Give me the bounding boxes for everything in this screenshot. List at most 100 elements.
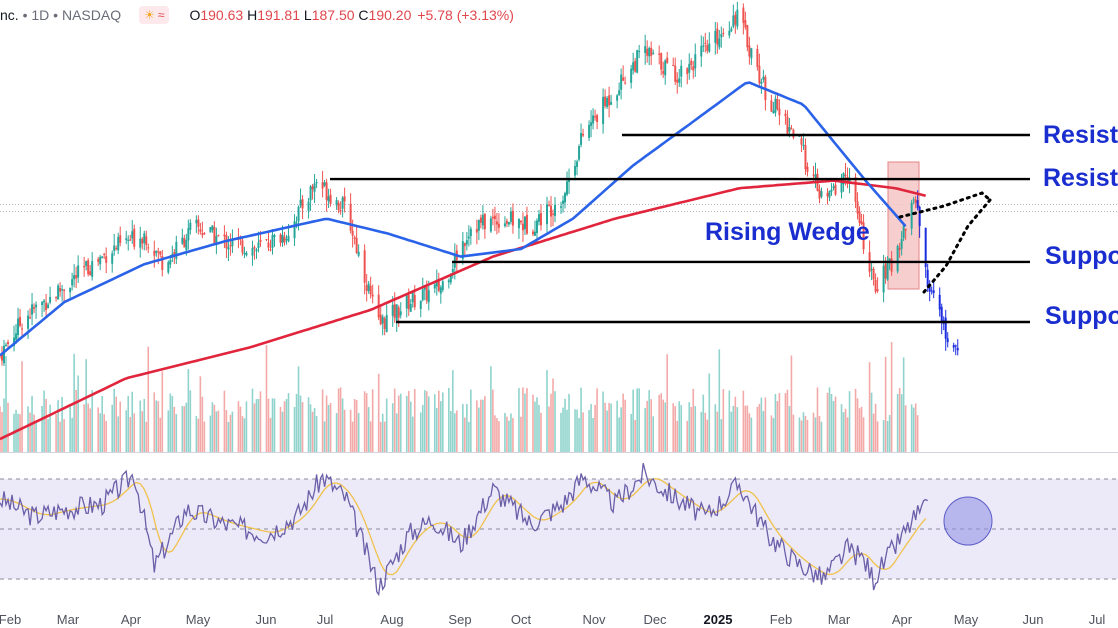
candle [772, 101, 775, 114]
candle [447, 278, 450, 289]
candle-body [103, 253, 106, 255]
candle-body [800, 138, 803, 145]
candle-body [940, 306, 943, 323]
candle [638, 44, 641, 59]
candle-body [259, 239, 262, 243]
candle [181, 228, 184, 245]
candle [662, 61, 665, 79]
volume-bar [169, 393, 172, 452]
candle [465, 232, 468, 251]
candle [73, 264, 76, 288]
candle [946, 332, 949, 348]
candle-body [517, 218, 520, 229]
volume-bar [760, 397, 763, 452]
candle [171, 245, 174, 262]
candle-body [5, 344, 8, 347]
volume-bar [914, 403, 917, 452]
candle [886, 255, 889, 281]
candle-body [946, 338, 949, 343]
candle [776, 92, 779, 111]
candle-body [105, 256, 108, 263]
volume-bar [590, 404, 592, 452]
interval[interactable]: 1D [31, 7, 50, 23]
x-axis-label: Jun [1023, 612, 1044, 627]
candle-body [199, 229, 202, 232]
volume-bar [381, 413, 384, 452]
annotation-pattern-2: Rising Wedge [705, 218, 870, 246]
candle [762, 69, 765, 83]
candle-body [778, 108, 781, 116]
x-axis-label: May [954, 612, 979, 627]
candle [680, 59, 683, 88]
candle-body [213, 226, 216, 244]
candle-body [491, 216, 494, 219]
candle-body [882, 265, 885, 293]
candle-body [594, 116, 597, 118]
x-axis-label: Feb [0, 612, 21, 627]
candle-body [183, 238, 186, 248]
candle [101, 256, 104, 259]
candle-body [209, 227, 212, 233]
volume-bar [243, 418, 246, 452]
candle-body [197, 219, 200, 227]
volume-bar [744, 405, 747, 452]
volume-bar [435, 407, 438, 452]
candle [578, 144, 581, 162]
volume-bar [792, 414, 795, 452]
volume-bar [329, 402, 332, 452]
volume-bar [526, 388, 528, 452]
candle [127, 235, 130, 251]
candle [525, 206, 528, 235]
candle [582, 128, 585, 138]
candle-body [283, 236, 286, 243]
candle [826, 188, 829, 205]
volume-bar [632, 389, 634, 452]
volume-bar [720, 419, 723, 452]
volume-bar [854, 388, 857, 452]
volume-bar [816, 387, 819, 452]
volume-bar [167, 410, 170, 452]
volume-bar [295, 393, 298, 452]
candle-body [13, 337, 16, 346]
candle-body [343, 196, 346, 202]
candle [904, 228, 907, 240]
candle-body [243, 252, 246, 255]
candle [323, 179, 326, 188]
candle-body [826, 192, 829, 197]
candle-body [379, 314, 382, 325]
candle [435, 269, 438, 296]
candle-body [89, 271, 92, 276]
volume-bar [888, 415, 891, 452]
candle-body [708, 43, 711, 52]
candle [463, 242, 466, 257]
candle-body [886, 260, 889, 280]
volume-bar [902, 357, 905, 452]
candle-body [447, 280, 450, 283]
status-badge[interactable]: ☀ ≈ [139, 6, 170, 24]
candle [141, 236, 144, 250]
candle-body [463, 243, 466, 247]
candle-body [910, 202, 913, 229]
candle [97, 256, 100, 266]
candle-body [545, 204, 548, 225]
candle-body [227, 247, 230, 250]
volume-bar [91, 390, 93, 452]
candle [818, 184, 821, 204]
volume-bar [490, 366, 492, 452]
candle [241, 237, 244, 256]
volume-bar [283, 401, 286, 452]
candle [379, 306, 382, 326]
candle-body [231, 239, 234, 247]
x-axis-label: Oct [511, 612, 532, 627]
candle [129, 234, 132, 241]
volume-bar [884, 356, 887, 452]
candle-body [287, 235, 290, 242]
volume-bar [898, 388, 901, 452]
candle [253, 245, 256, 260]
volume-bar [462, 404, 464, 452]
volume-bar [818, 416, 821, 452]
candle-body [658, 53, 661, 55]
candle-body [944, 317, 947, 339]
volume-bar [405, 396, 408, 452]
